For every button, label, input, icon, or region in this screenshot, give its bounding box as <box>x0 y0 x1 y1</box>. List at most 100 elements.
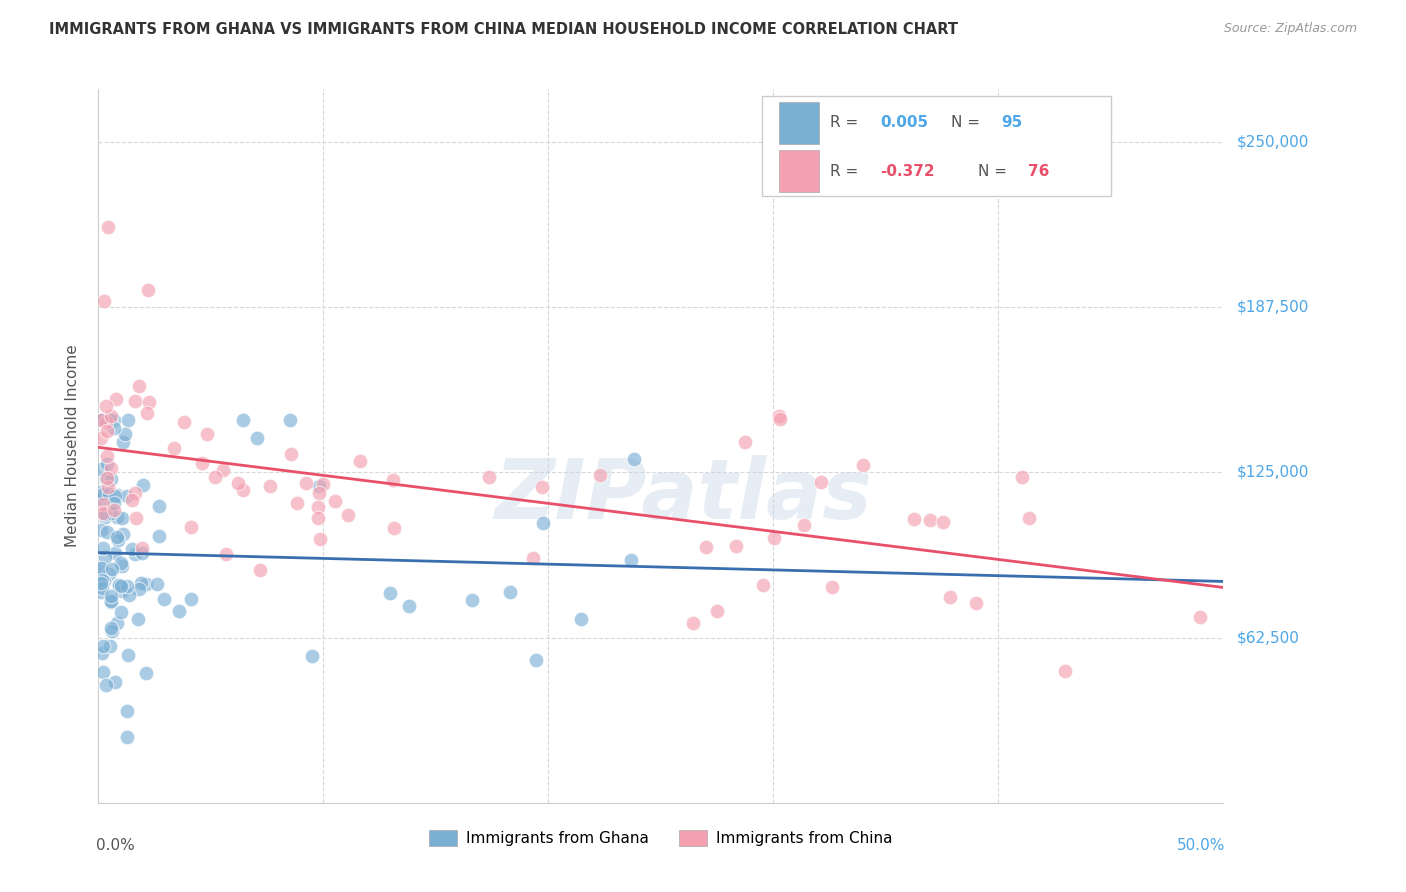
Point <box>821 580 844 594</box>
Point <box>100 621 122 635</box>
Point <box>97 480 120 494</box>
Point <box>163 442 186 456</box>
Point <box>180 591 202 606</box>
Point <box>1053 664 1076 678</box>
Point <box>131 546 153 560</box>
Text: $125,000: $125,000 <box>1237 465 1309 480</box>
Point <box>103 496 125 510</box>
Point <box>148 499 170 513</box>
Point <box>100 593 122 607</box>
Point <box>118 588 141 602</box>
Point <box>307 500 329 515</box>
Point <box>96 449 118 463</box>
Point <box>94 399 117 413</box>
Point <box>121 542 143 557</box>
Point <box>903 512 925 526</box>
Point <box>100 460 122 475</box>
Point <box>128 582 150 597</box>
Point <box>191 456 214 470</box>
Text: 0.005: 0.005 <box>880 115 928 130</box>
Point <box>768 409 790 423</box>
Point <box>259 479 281 493</box>
Point <box>105 392 128 406</box>
Point <box>110 559 132 574</box>
Point <box>531 516 554 530</box>
Point <box>104 546 127 560</box>
Point <box>204 469 226 483</box>
Point <box>90 561 112 575</box>
Point <box>117 648 139 662</box>
Point <box>104 675 127 690</box>
Point <box>129 576 152 591</box>
Point <box>90 573 112 587</box>
Point <box>117 578 139 592</box>
Point <box>103 503 125 517</box>
Point <box>682 615 704 630</box>
Point <box>94 415 117 429</box>
Point <box>793 518 815 533</box>
Point <box>90 412 112 426</box>
Point <box>966 596 988 610</box>
Point <box>110 606 132 620</box>
Point <box>91 412 114 426</box>
Point <box>128 378 150 392</box>
Point <box>91 665 114 680</box>
Point <box>135 406 157 420</box>
Point <box>752 578 775 592</box>
Point <box>623 451 645 466</box>
Point <box>852 458 875 472</box>
Point <box>522 551 544 566</box>
Point <box>91 506 114 520</box>
Point <box>301 649 323 664</box>
Point <box>90 561 112 575</box>
Point <box>96 424 118 438</box>
Point <box>93 574 115 589</box>
Point <box>148 529 170 543</box>
Point <box>569 612 592 626</box>
Point <box>105 616 128 631</box>
Point <box>107 533 129 547</box>
Text: IMMIGRANTS FROM GHANA VS IMMIGRANTS FROM CHINA MEDIAN HOUSEHOLD INCOME CORRELATI: IMMIGRANTS FROM GHANA VS IMMIGRANTS FROM… <box>49 22 959 37</box>
Point <box>135 665 157 680</box>
Point <box>146 577 169 591</box>
Text: 76: 76 <box>1028 164 1049 178</box>
Point <box>382 521 405 535</box>
Point <box>97 219 120 234</box>
Point <box>96 524 118 539</box>
Point <box>938 590 960 604</box>
Point <box>93 639 115 653</box>
Point <box>932 515 955 529</box>
Point <box>769 412 792 426</box>
Point <box>94 472 117 486</box>
Point <box>100 473 122 487</box>
Point <box>312 476 335 491</box>
Point <box>285 496 308 510</box>
Point <box>100 589 122 603</box>
Point <box>124 547 146 561</box>
Point <box>100 506 122 520</box>
Point <box>499 585 522 599</box>
Point <box>138 395 160 409</box>
Point <box>124 511 146 525</box>
Point <box>103 421 125 435</box>
Point <box>295 476 318 491</box>
Point <box>96 471 118 485</box>
Point <box>132 477 155 491</box>
Text: R =: R = <box>830 115 863 130</box>
Point <box>110 579 132 593</box>
Point <box>136 283 159 297</box>
Point <box>117 489 139 503</box>
Point <box>96 457 118 471</box>
Point <box>226 475 249 490</box>
FancyBboxPatch shape <box>779 102 820 144</box>
Text: N =: N = <box>950 115 984 130</box>
Point <box>93 293 115 308</box>
Point <box>111 510 134 524</box>
Text: -0.372: -0.372 <box>880 164 935 178</box>
Y-axis label: Median Household Income: Median Household Income <box>65 344 80 548</box>
Point <box>104 489 127 503</box>
Point <box>112 527 135 541</box>
Point <box>107 577 129 591</box>
Point <box>232 412 254 426</box>
Legend: Immigrants from Ghana, Immigrants from China: Immigrants from Ghana, Immigrants from C… <box>423 824 898 852</box>
